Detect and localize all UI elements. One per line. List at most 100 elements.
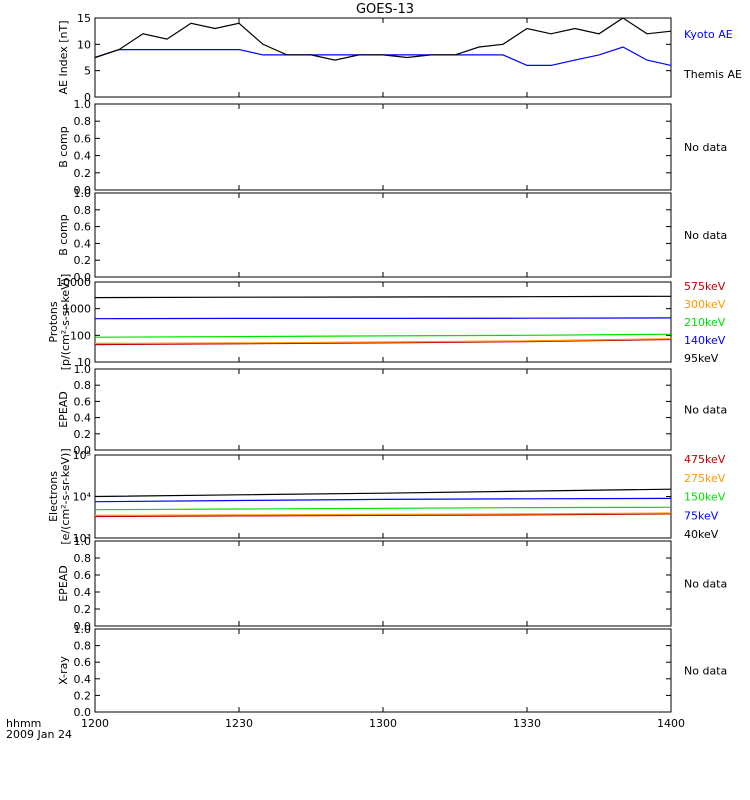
y-tick-label: 1.0: [74, 98, 92, 111]
x-tick-label: 1200: [81, 717, 109, 730]
y-tick-label: 15: [77, 12, 91, 25]
y-tick-label: 0.4: [74, 412, 92, 425]
y-tick-label: 0.4: [74, 673, 92, 686]
legend-entry: 95keV: [684, 352, 719, 365]
no-data-label: No data: [684, 229, 727, 242]
y-axis-label: EPEAD: [57, 565, 70, 602]
y-tick-label: 0: [84, 91, 91, 104]
panel-frame: [94, 368, 672, 451]
y-tick-label: 0.4: [74, 150, 92, 163]
y-tick-label: 0.0: [74, 184, 92, 197]
y-axis-label-units: [e/(cm²-s-sr-keV)]: [59, 448, 72, 544]
legend-entry: 475keV: [684, 453, 726, 466]
legend-entry: 40keV: [684, 528, 719, 541]
x-units-label: hhmm: [6, 717, 41, 730]
series-line-210kev: [94, 333, 672, 338]
x-tick-label: 1300: [369, 717, 397, 730]
panel-frame: [94, 628, 672, 713]
series-line-75kev: [94, 497, 672, 503]
panel-frame: [94, 192, 672, 278]
legend-entry: 275keV: [684, 472, 726, 485]
panel-frame: [94, 103, 672, 191]
y-tick-label: 0.8: [74, 204, 92, 217]
y-axis-label: AE Index [nT]: [57, 20, 70, 94]
y-tick-label: 10⁵: [73, 449, 91, 462]
y-tick-label: 100: [70, 329, 91, 342]
series-line-275kev: [94, 512, 672, 517]
y-tick-label: 1.0: [74, 187, 92, 200]
y-axis-label: EPEAD: [57, 391, 70, 428]
chart-title: GOES-13: [356, 2, 414, 17]
no-data-label: No data: [684, 665, 727, 678]
series-line-150kev: [94, 506, 672, 511]
y-tick-label: 0.8: [74, 552, 92, 565]
y-tick-label: 0.0: [74, 706, 92, 719]
panel-frame: [94, 454, 672, 539]
y-tick-label: 0.0: [74, 620, 92, 633]
y-axis-label-units: [p/(cm²-s-sr-keV)]: [59, 274, 72, 371]
y-axis-label: B comp: [57, 214, 70, 256]
panel-2: 0.0 0.2 0.4 0.6 0.8 1.0 B comp No data: [57, 98, 727, 197]
panel-3: 0.0 0.2 0.4 0.6 0.8 1.0 B comp No data: [57, 187, 727, 284]
panel-5: 0.0 0.2 0.4 0.6 0.8 1.0 EPEAD No data: [57, 363, 727, 457]
y-tick-label: 1.0: [74, 535, 92, 548]
y-tick-label: 0.0: [74, 271, 92, 284]
y-tick-label: 0.4: [74, 586, 92, 599]
x-tick-label: 1330: [513, 717, 541, 730]
panel-7: 0.0 0.2 0.4 0.6 0.8 1.0 EPEAD No data: [57, 535, 727, 633]
y-tick-label: 0.2: [74, 428, 92, 441]
panel-1: 0 5 10 15 AE Index [nT] Kyoto AE Themis AE: [57, 12, 742, 104]
y-tick-label: 0.6: [74, 656, 92, 669]
y-tick-label: 0.6: [74, 569, 92, 582]
y-tick-label: 1.0: [74, 623, 92, 636]
series-line-kyoto-ae: [94, 46, 672, 67]
legend-entry: Themis AE: [683, 68, 742, 81]
y-axis-label: Electrons: [47, 471, 60, 522]
y-tick-label: 0.6: [74, 132, 92, 145]
panel-frame: [94, 540, 672, 627]
y-tick-label: 1.0: [74, 363, 92, 376]
panel-frame: [94, 281, 672, 363]
y-tick-label: 0.0: [74, 444, 92, 457]
y-tick-label: 0.8: [74, 379, 92, 392]
date-label: 2009 Jan 24: [6, 728, 72, 741]
x-tick-label: 1400: [657, 717, 685, 730]
series-line-40kev: [94, 488, 672, 498]
legend-entry: 150keV: [684, 491, 726, 504]
y-axis-label: B comp: [57, 126, 70, 168]
y-tick-label: 0.8: [74, 115, 92, 128]
y-tick-label: 10: [77, 356, 91, 369]
y-tick-label: 0.2: [74, 167, 92, 180]
legend-entry: 140keV: [684, 334, 726, 347]
y-tick-label: 0.6: [74, 395, 92, 408]
y-tick-label: 1000: [63, 303, 91, 316]
y-tick-label: 0.4: [74, 237, 92, 250]
x-tick-label: 1230: [225, 717, 253, 730]
series-line-475kev: [94, 513, 672, 518]
series-line-300kev: [94, 338, 672, 344]
no-data-label: No data: [684, 141, 727, 154]
y-tick-label: 10⁴: [73, 491, 92, 504]
y-tick-label: 0.2: [74, 254, 92, 267]
y-axis-label: X-ray: [57, 656, 70, 685]
no-data-label: No data: [684, 578, 727, 591]
y-tick-label: 0.2: [74, 603, 92, 616]
series-line-575kev: [94, 338, 672, 346]
panel-8: 0.0 0.2 0.4 0.6 0.8 1.0 X-ray No data: [57, 623, 727, 719]
legend-entry: Kyoto AE: [684, 28, 733, 41]
no-data-label: No data: [684, 404, 727, 417]
legend-entry: 575keV: [684, 280, 726, 293]
legend-entry: 75keV: [684, 509, 719, 522]
y-tick-label: 0.8: [74, 640, 92, 653]
y-tick-label: 10000: [56, 276, 91, 289]
panel-4: 10 100 1000 10000 Protons [p/(cm²-s-sr-keV)] 5…: [47, 274, 726, 371]
y-tick-label: 0.6: [74, 221, 92, 234]
y-tick-label: 0.2: [74, 689, 92, 702]
y-tick-label: 5: [84, 65, 91, 78]
y-tick-label: 10: [77, 38, 91, 51]
series-line-140kev: [94, 317, 672, 320]
legend-entry: 210keV: [684, 316, 726, 329]
series-line-95kev: [94, 295, 672, 299]
